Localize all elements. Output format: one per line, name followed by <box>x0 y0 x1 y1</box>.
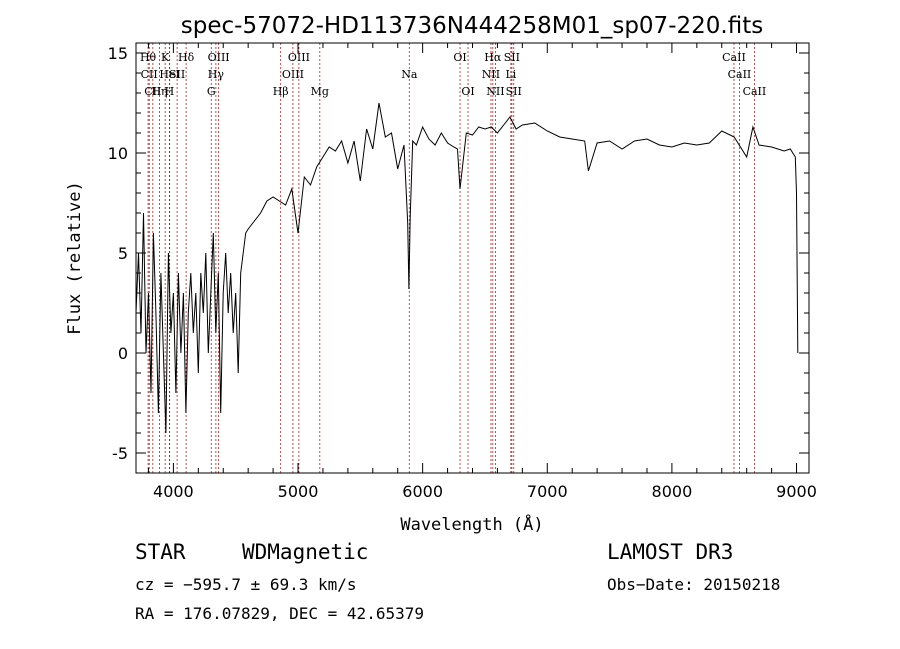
line-marker-label: NII <box>482 68 500 81</box>
line-marker-label: Hγ <box>208 68 225 81</box>
line-marker-label: Hβ <box>273 85 289 98</box>
line-marker-label: Mg <box>311 85 329 98</box>
line-marker-label: Li <box>505 68 516 81</box>
y-tick-label: 10 <box>108 144 128 163</box>
x-tick-label: 9000 <box>776 482 817 501</box>
line-marker-label: Hα <box>484 51 502 64</box>
line-marker-label: OIII <box>282 68 304 81</box>
x-axis-label: Wavelength (Å) <box>400 513 543 535</box>
y-tick-label: 15 <box>108 44 128 63</box>
line-marker-label: OI <box>461 85 474 98</box>
line-marker-label: CII <box>144 85 161 98</box>
y-axis-ticks: -5 0 5 10 15 <box>108 44 809 474</box>
y-tick-label: -5 <box>112 444 128 463</box>
line-marker-label: CaII <box>728 68 752 81</box>
line-marker-label: G <box>207 85 216 98</box>
object-class: STAR <box>135 540 186 564</box>
plot-frame <box>135 42 810 474</box>
line-marker-label: CaII <box>743 85 767 98</box>
y-tick-label: 0 <box>118 344 128 363</box>
line-marker-label: SII <box>169 68 185 81</box>
spectrum-line <box>135 102 799 434</box>
line-marker-label: Na <box>401 68 418 81</box>
line-marker-label: HeI <box>159 68 179 81</box>
ra-dec-coordinates: RA = 176.07829, DEC = 42.65379 <box>135 604 424 623</box>
line-marker-label: OIII <box>208 51 230 64</box>
x-tick-label: 5000 <box>278 482 319 501</box>
y-axis-label: Flux (relative) <box>65 181 85 335</box>
line-marker-label: SII <box>504 51 520 64</box>
line-marker-label: OIII <box>288 51 310 64</box>
x-tick-label: 6000 <box>402 482 443 501</box>
line-marker-label: SII <box>506 85 522 98</box>
x-axis-ticks: 4000 5000 6000 7000 8000 9000 <box>147 43 817 501</box>
x-tick-label: 4000 <box>153 482 194 501</box>
line-marker-label: Hθ <box>140 51 157 64</box>
line-marker-label: CII <box>141 68 158 81</box>
y-tick-label: 5 <box>118 244 128 263</box>
redshift-velocity: cz = −595.7 ± 69.3 km/s <box>135 575 357 594</box>
observation-date: Obs−Date: 20150218 <box>607 575 781 594</box>
line-marker-label: CaII <box>722 51 746 64</box>
survey-name: LAMOST DR3 <box>607 540 734 564</box>
line-marker-label: NII <box>486 85 504 98</box>
chart-title: spec-57072-HD113736N444258M01_sp07-220.f… <box>181 13 763 39</box>
line-markers <box>147 43 755 473</box>
line-marker-label: H <box>165 85 175 98</box>
x-tick-label: 8000 <box>652 482 693 501</box>
line-marker-label: Hη <box>151 85 167 98</box>
line-marker-label: OI <box>453 51 466 64</box>
line-marker-label: Hδ <box>178 51 195 64</box>
line-marker-label: K <box>161 51 170 64</box>
x-tick-label: 7000 <box>527 482 568 501</box>
object-subclass: WDMagnetic <box>242 540 369 564</box>
